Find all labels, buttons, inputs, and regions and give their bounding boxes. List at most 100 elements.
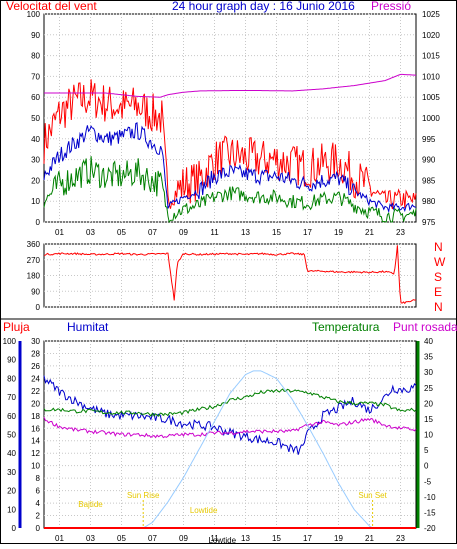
y-tick-label-left: 70 xyxy=(31,72,40,81)
y-tick-label-right: 1015 xyxy=(422,52,440,61)
x-tick-label: 07 xyxy=(148,534,157,543)
y-tick-label-left: 80 xyxy=(31,52,40,61)
y-tick-label-right: 980 xyxy=(422,197,436,206)
compass-label: S xyxy=(434,270,442,284)
annotation-label: Bajtide xyxy=(78,500,103,509)
y-tick-label-right: 1010 xyxy=(422,72,440,81)
temperature-tick-label: 5 xyxy=(424,446,429,455)
x-tick-label: 09 xyxy=(179,228,188,237)
y-tick-label-left: 90 xyxy=(31,31,40,40)
bottom-tide-label: Lowtide xyxy=(208,536,236,544)
y-tick-label-left: 0 xyxy=(36,303,41,312)
y-tick-label-right: 990 xyxy=(422,156,436,165)
temperature-tick-label: 35 xyxy=(424,353,433,362)
temperature-tick-label: -5 xyxy=(424,477,432,486)
rain-tick-label: 16 xyxy=(31,424,40,433)
humidity-tick-label: 70 xyxy=(7,393,16,402)
y-tick-label-right: 1020 xyxy=(422,31,440,40)
humidity-label: Humitat xyxy=(67,320,109,334)
rain-tick-label: 14 xyxy=(31,437,40,446)
rain-tick-label: 0 xyxy=(36,524,41,533)
rain-humidity-temperature-chart: 0246810121416182022242628300102030405060… xyxy=(3,337,436,545)
series-line-average xyxy=(43,122,417,214)
humidity-tick-label: 40 xyxy=(7,449,16,458)
humidity-tick-label: 100 xyxy=(3,337,17,346)
y-tick-label-left: 10 xyxy=(31,197,40,206)
temperature-tick-label: 25 xyxy=(424,384,433,393)
humidity-tick-label: 60 xyxy=(7,412,16,421)
pressure-label: Pressió xyxy=(371,0,411,13)
y-tick-label-right: 1025 xyxy=(422,10,440,19)
compass-label: N xyxy=(434,240,443,254)
x-tick-label: 11 xyxy=(210,534,219,543)
rain-tick-label: 8 xyxy=(36,474,41,483)
rain-tick-label: 2 xyxy=(36,512,41,521)
annotation-label: Sun Rise xyxy=(127,491,160,500)
humidity-tick-label: 90 xyxy=(7,356,16,365)
x-tick-label: 19 xyxy=(334,228,343,237)
rain-tick-label: 20 xyxy=(31,399,40,408)
y-tick-label-right: 1005 xyxy=(422,93,440,102)
y-tick-label-left: 20 xyxy=(31,176,40,185)
y-tick-label-left: 0 xyxy=(36,218,41,227)
rain-tick-label: 24 xyxy=(31,374,40,383)
temperature-tick-label: 0 xyxy=(424,462,429,471)
humidity-tick-label: 0 xyxy=(12,524,17,533)
y-tick-label-left: 40 xyxy=(31,135,40,144)
y-tick-label-left: 180 xyxy=(27,272,41,281)
temperature-tick-label: 15 xyxy=(424,415,433,424)
temperature-label: Temperatura xyxy=(312,320,380,334)
chart-title: 24 hour graph day : 16 Junio 2016 xyxy=(172,0,355,13)
y-tick-label-right: 995 xyxy=(422,135,436,144)
temperature-tick-label: 30 xyxy=(424,368,433,377)
rain-tick-label: 26 xyxy=(31,362,40,371)
x-tick-label: 23 xyxy=(396,534,405,543)
rain-tick-label: 12 xyxy=(31,449,40,458)
rain-tick-label: 28 xyxy=(31,349,40,358)
temperature-tick-label: 10 xyxy=(424,431,433,440)
y-tick-label-left: 360 xyxy=(27,240,41,249)
x-tick-label: 07 xyxy=(148,228,157,237)
y-tick-label-right: 975 xyxy=(422,218,436,227)
x-tick-label: 05 xyxy=(117,534,126,543)
y-tick-label-right: 1000 xyxy=(422,114,440,123)
x-tick-label: 01 xyxy=(55,228,64,237)
x-tick-label: 17 xyxy=(303,534,312,543)
series-line-dewpoint xyxy=(43,416,417,439)
humidity-tick-label: 50 xyxy=(7,431,16,440)
wind-speed-label: Velocitat del vent xyxy=(6,0,97,13)
compass-label: W xyxy=(434,255,446,269)
x-tick-label: 15 xyxy=(272,534,281,543)
temperature-tick-label: -10 xyxy=(424,493,436,502)
y-tick-label-left: 90 xyxy=(31,287,40,296)
x-tick-label: 13 xyxy=(241,228,250,237)
x-tick-label: 03 xyxy=(86,228,95,237)
x-tick-label: 15 xyxy=(272,228,281,237)
x-tick-label: 23 xyxy=(396,228,405,237)
series-line-pressure xyxy=(44,73,417,98)
humidity-tick-label: 20 xyxy=(7,487,16,496)
x-tick-label: 03 xyxy=(86,534,95,543)
y-tick-label-left: 50 xyxy=(31,114,40,123)
series-line-solar xyxy=(142,370,373,529)
temperature-tick-label: -15 xyxy=(424,508,436,517)
y-tick-label-left: 100 xyxy=(27,10,41,19)
rain-tick-label: 4 xyxy=(36,499,41,508)
x-tick-label: 09 xyxy=(179,534,188,543)
x-tick-label: 05 xyxy=(117,228,126,237)
x-tick-label: 21 xyxy=(365,534,374,543)
x-tick-label: 13 xyxy=(241,534,250,543)
temperature-tick-label: 20 xyxy=(424,399,433,408)
series-line-wind-direction xyxy=(43,245,417,305)
x-tick-label: 01 xyxy=(55,534,64,543)
humidity-tick-label: 10 xyxy=(7,505,16,514)
annotation-label: Sun Set xyxy=(358,491,387,500)
rain-tick-label: 30 xyxy=(31,337,40,346)
humidity-tick-label: 80 xyxy=(7,374,16,383)
x-tick-label: 11 xyxy=(210,228,219,237)
y-tick-label-left: 30 xyxy=(31,156,40,165)
wind-pressure-chart: 0102030405060708090100975980985990995100… xyxy=(27,10,441,237)
